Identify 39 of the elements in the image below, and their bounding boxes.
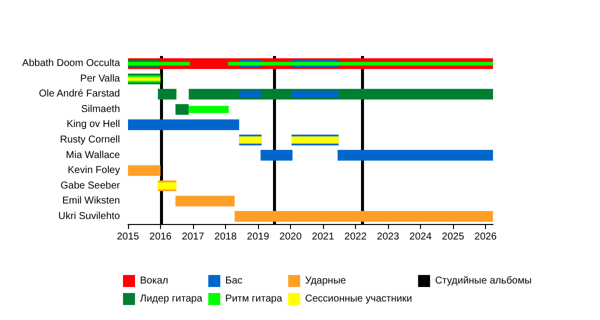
x-tick-label: 2025: [442, 232, 465, 242]
legend-label: Бас: [225, 276, 242, 286]
y-tick-label: Gabe Seeber: [60, 180, 121, 192]
x-tick-label: 2015: [116, 232, 140, 242]
y-tick-label: Emil Wiksten: [62, 196, 120, 207]
x-tick-label: 2024: [409, 232, 432, 242]
y-tick-label: King ov Hell: [66, 119, 120, 130]
x-tick-label: 2020: [279, 232, 302, 242]
y-tick-label: Ole André Farstad: [38, 88, 120, 100]
y-tick-label: Mia Wallace: [66, 150, 120, 161]
x-tick-label: 2021: [312, 232, 335, 242]
y-tick-label: Ukri Suvilehto: [58, 210, 120, 222]
y-tick-label: Silmaeth: [81, 104, 120, 115]
y-tick-label: Per Valla: [80, 73, 120, 84]
y-tick-label: Abbath Doom Occulta: [22, 58, 120, 70]
bar: [128, 165, 160, 176]
y-tick-label: Rusty Cornell: [60, 134, 120, 146]
x-tick-label: 2026: [474, 232, 498, 242]
bar: [175, 104, 189, 115]
y-tick-label: Kevin Foley: [68, 165, 120, 176]
x-tick-label: 2017: [182, 232, 205, 242]
bar: [128, 119, 240, 130]
bar: [188, 106, 229, 114]
x-tick-label: 2016: [149, 232, 172, 242]
legend-label: Лидер гитара: [140, 294, 203, 304]
bar: [228, 62, 493, 66]
bar: [234, 211, 493, 222]
legend-label: Сессионные участники: [305, 294, 412, 304]
legend-label: Ударные: [305, 276, 346, 286]
legend-label: Студийные альбомы: [435, 276, 532, 286]
legend-label: Вокал: [140, 276, 168, 286]
x-tick-label: 2022: [344, 232, 368, 242]
bar: [175, 196, 235, 206]
bar: [158, 88, 176, 100]
bar: [260, 150, 292, 161]
x-tick-label: 2018: [214, 232, 238, 242]
x-tick-label: 2019: [246, 232, 270, 242]
legend-label: Ритм гитара: [225, 294, 283, 304]
x-tick-label: 2023: [376, 232, 400, 242]
